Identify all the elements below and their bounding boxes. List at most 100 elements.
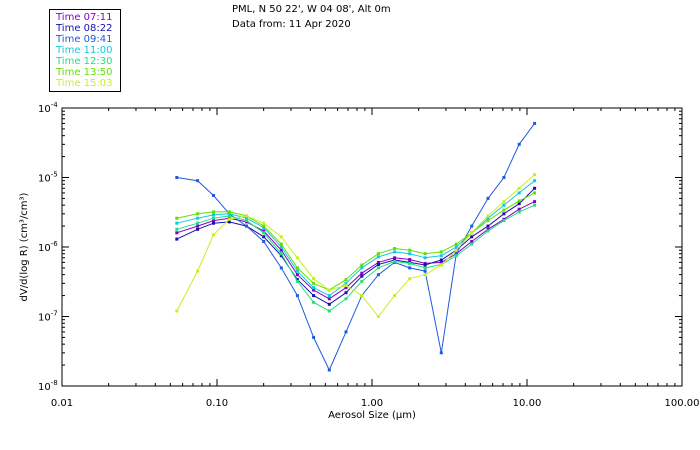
- y-axis-label: dV/d(log R) (cm³/cm³): [19, 192, 30, 301]
- legend-entry: Time 07:11: [56, 12, 113, 23]
- data-point: [360, 274, 364, 278]
- data-point: [533, 173, 537, 177]
- data-point: [393, 259, 397, 263]
- data-point: [439, 260, 443, 264]
- data-point: [376, 260, 380, 264]
- legend: Time 07:11 Time 08:22 Time 09:41 Time 11…: [49, 9, 121, 92]
- data-point: [486, 227, 490, 231]
- x-tick-label: 100.00: [665, 398, 700, 409]
- data-point: [486, 229, 490, 233]
- series-line: [176, 192, 535, 291]
- data-point: [502, 208, 506, 212]
- legend-entry: Time 12:30: [56, 56, 113, 67]
- data-point: [486, 219, 490, 223]
- data-point: [423, 273, 427, 277]
- data-point: [517, 210, 521, 214]
- series-line: [176, 123, 536, 372]
- data-point: [196, 179, 200, 183]
- data-point: [262, 231, 266, 235]
- data-point: [295, 266, 299, 270]
- data-point: [502, 212, 506, 216]
- data-point: [295, 279, 299, 283]
- data-point: [212, 233, 215, 237]
- data-point: [327, 368, 331, 372]
- data-point: [454, 254, 458, 258]
- data-point: [196, 227, 200, 231]
- data-point: [262, 224, 266, 228]
- data-point: [279, 242, 283, 246]
- data-point: [175, 237, 179, 241]
- data-point: [175, 221, 179, 225]
- data-point: [227, 212, 231, 216]
- data-point: [408, 258, 412, 261]
- legend-entry: Time 08:22: [56, 23, 113, 34]
- legend-entry: Time 15:03: [56, 78, 113, 89]
- y-tick-label: 10-6: [38, 240, 58, 254]
- data-point: [533, 191, 537, 195]
- data-point: [212, 213, 215, 217]
- data-point: [470, 231, 474, 235]
- data-point: [423, 263, 427, 267]
- data-point: [262, 240, 266, 243]
- data-point: [423, 261, 427, 265]
- data-point: [502, 219, 506, 223]
- data-point: [212, 194, 215, 197]
- data-point: [454, 242, 458, 246]
- data-point: [408, 252, 412, 256]
- data-point: [393, 256, 397, 260]
- data-point: [408, 266, 412, 270]
- data-point: [175, 231, 179, 235]
- data-point: [454, 245, 458, 249]
- data-point: [533, 179, 537, 183]
- data-point: [533, 203, 537, 207]
- data-point: [376, 315, 380, 318]
- data-point: [327, 302, 331, 306]
- data-point: [376, 252, 380, 256]
- data-point: [262, 235, 266, 239]
- data-point: [327, 297, 331, 301]
- data-point: [312, 335, 316, 339]
- series-time-13-50: [175, 191, 537, 292]
- data-point: [227, 217, 231, 221]
- data-point: [227, 220, 231, 224]
- data-point: [312, 294, 316, 298]
- data-point: [196, 221, 200, 225]
- plot-frame: [61, 107, 683, 387]
- data-point: [360, 279, 364, 283]
- data-point: [344, 330, 348, 334]
- data-point: [245, 219, 248, 223]
- data-point: [175, 309, 179, 313]
- data-point: [295, 278, 299, 282]
- y-tick-label: 10-5: [38, 171, 58, 185]
- data-point: [393, 247, 397, 250]
- y-tick-label: 10-4: [38, 101, 58, 115]
- data-point: [376, 255, 380, 259]
- data-point: [344, 291, 348, 295]
- data-point: [175, 176, 179, 179]
- data-point: [486, 224, 490, 228]
- data-point: [517, 142, 521, 146]
- data-point: [502, 176, 506, 179]
- legend-entry: Time 11:00: [56, 45, 113, 56]
- data-point: [327, 288, 331, 292]
- data-point: [470, 242, 474, 246]
- x-tick-label: 0.01: [51, 398, 73, 409]
- data-point: [196, 216, 200, 220]
- data-point: [470, 240, 474, 243]
- data-point: [344, 278, 348, 282]
- data-point: [423, 252, 427, 256]
- data-point: [279, 235, 283, 239]
- data-point: [295, 269, 299, 273]
- x-tick-label: 1.00: [361, 398, 383, 409]
- chart-title-location: PML, N 50 22', W 04 08', Alt 0m: [232, 4, 391, 15]
- data-point: [360, 263, 364, 267]
- data-point: [376, 263, 380, 266]
- x-axis-label: Aerosol Size (μm): [328, 410, 416, 421]
- data-point: [327, 294, 331, 298]
- data-point: [295, 256, 299, 260]
- data-point: [517, 202, 521, 206]
- data-point: [533, 200, 537, 204]
- data-point: [470, 224, 474, 228]
- data-point: [327, 309, 331, 313]
